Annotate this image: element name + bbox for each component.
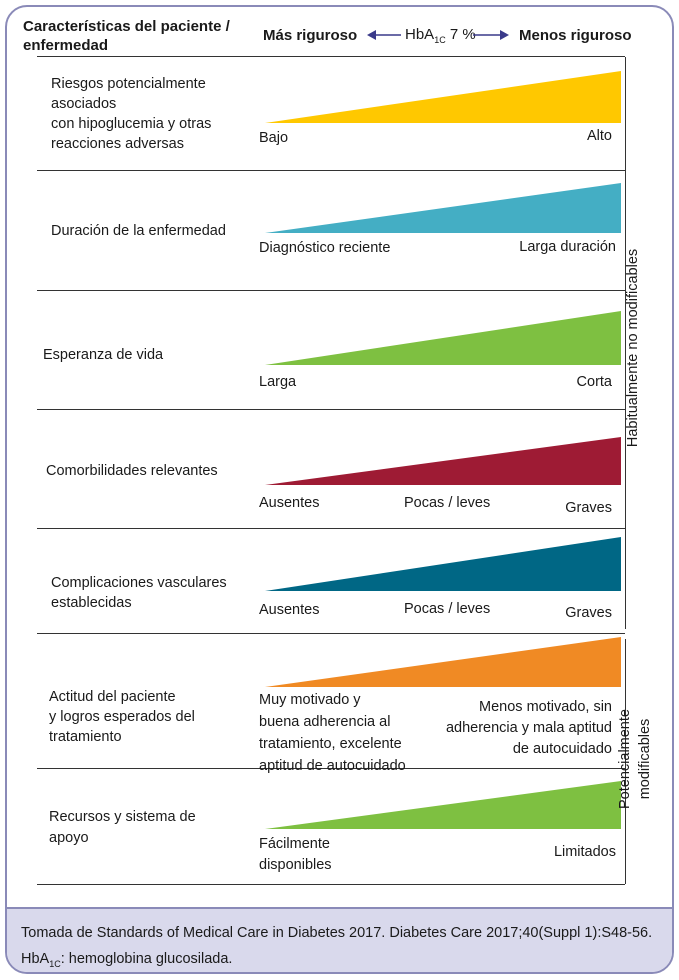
row-divider — [37, 170, 625, 171]
header-less-strict: Menos riguroso — [519, 27, 632, 44]
wedge-end-label: Corta — [576, 374, 612, 390]
bracket-unmodifiable — [619, 57, 626, 629]
arrow-left-icon — [367, 30, 401, 40]
row-divider — [37, 56, 625, 57]
row-label-hypoglycemia-risk: Riesgos potencialmente asociados con hipog… — [51, 76, 212, 152]
wedge-end-label: Larga duración — [519, 239, 616, 255]
wedge-start-label: Larga — [259, 374, 297, 390]
wedge-middle-label: Pocas / leves — [404, 601, 491, 617]
row-divider — [37, 768, 625, 769]
wedge-start-label: Fácilmente disponibles — [259, 836, 332, 873]
wedge-middle-label: Pocas / leves — [404, 495, 491, 511]
arrow-right-icon — [473, 30, 509, 40]
row-label-patient-attitude: Actitud del paciente y logros esperados d… — [49, 689, 195, 745]
wedge-patient-attitude — [265, 637, 621, 687]
wedge-start-label: Diagnóstico reciente — [259, 240, 391, 256]
caption-abbreviation: HbA1C: hemoglobina glucosilada. — [21, 951, 233, 969]
row-label-comorbidities: Comorbilidades relevantes — [46, 463, 218, 479]
wedge-disease-duration — [265, 183, 621, 233]
header-more-strict: Más riguroso — [263, 27, 358, 44]
hba1c-target: HbA1C 7 % — [405, 26, 476, 45]
caption-source: Tomada de Standards of Medical Care in D… — [21, 925, 653, 941]
row-label-vascular-complications: Complicaciones vasculares establecidas — [51, 575, 227, 611]
bracket-modifiable — [619, 639, 626, 884]
wedge-end-label: Alto — [587, 128, 612, 144]
row-divider — [37, 884, 625, 885]
row-divider — [37, 528, 625, 529]
wedge-end-label: Limitados — [553, 844, 616, 860]
figure-frame: Características del paciente / enfermeda… — [5, 5, 674, 974]
row-divider — [37, 290, 625, 291]
wedge-start-label: Muy motivado y buena adherencia al tratami… — [259, 692, 406, 774]
wedge-hypoglycemia-risk — [265, 71, 621, 123]
figure-caption: Tomada de Standards of Medical Care in D… — [7, 907, 672, 972]
row-divider — [37, 409, 625, 410]
wedge-end-label: Graves — [565, 500, 612, 516]
side-label-modifiable: Potencialmente modificables — [617, 709, 653, 809]
row-label-disease-duration: Duración de la enfermedad — [51, 223, 226, 239]
wedge-life-expectancy — [265, 311, 621, 365]
row-divider — [37, 633, 625, 634]
wedge-end-label: Menos motivado, sin adherencia y mala apt… — [445, 699, 612, 757]
row-label-support-resources: Recursos y sistema de apoyo — [49, 809, 196, 846]
row-label-life-expectancy: Esperanza de vida — [43, 347, 164, 363]
wedge-comorbidities — [265, 437, 621, 485]
wedge-start-label: Ausentes — [259, 602, 320, 618]
wedge-start-label: Bajo — [259, 130, 289, 146]
side-label-unmodifiable: Habitualmente no modificables — [625, 248, 641, 448]
column-header-characteristics: Características del paciente / enfermeda… — [23, 18, 230, 54]
wedge-start-label: Ausentes — [259, 495, 320, 511]
wedge-support-resources — [265, 781, 621, 829]
wedge-end-label: Graves — [565, 605, 612, 621]
wedge-vascular-complications — [265, 537, 621, 591]
